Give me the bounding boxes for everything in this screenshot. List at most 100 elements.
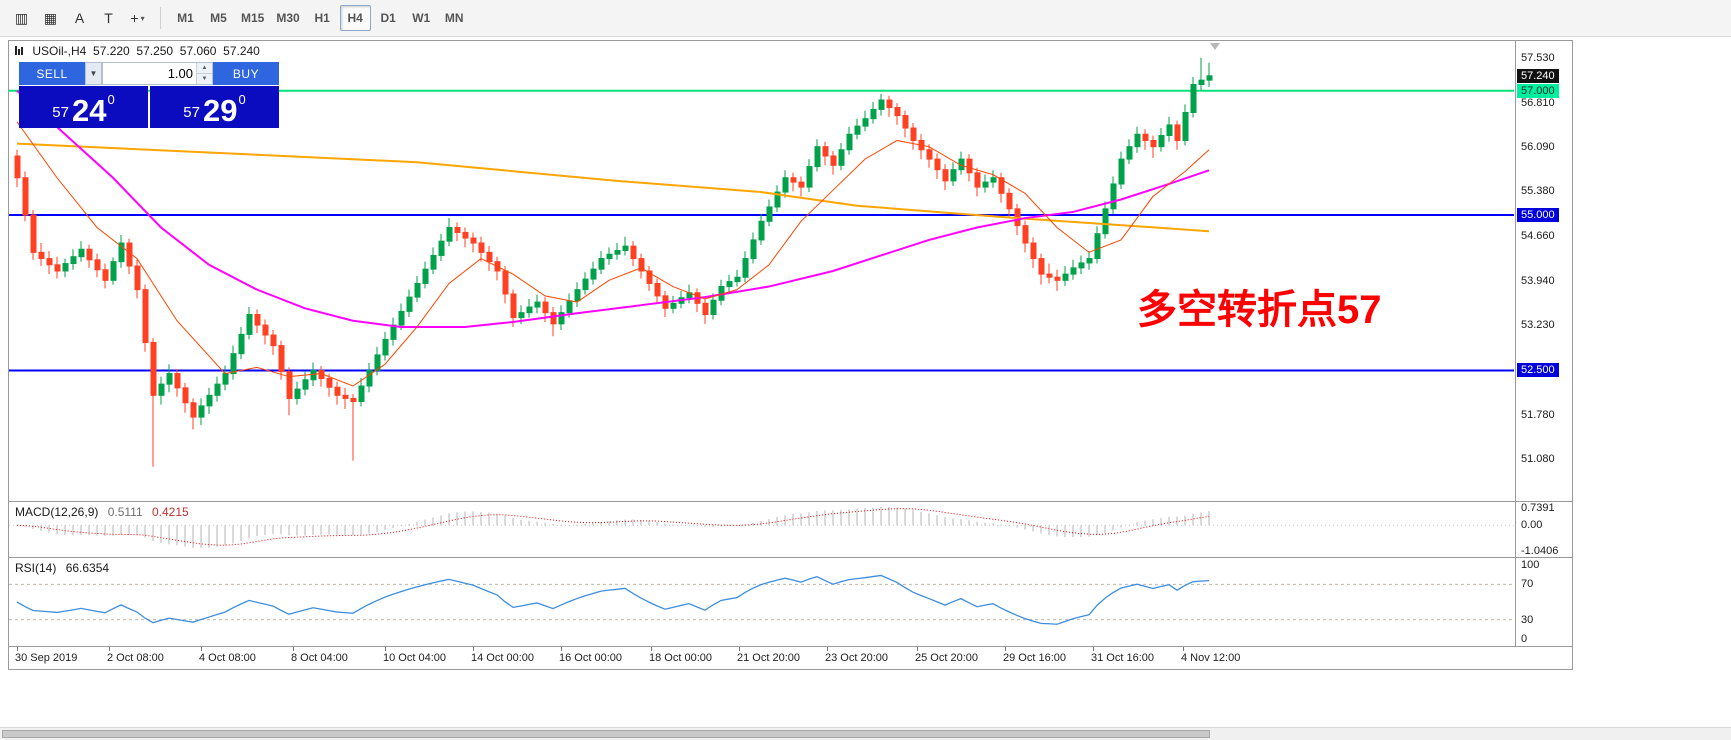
chart-type-icon[interactable]: ▥ [14, 9, 29, 26]
macd-tick: 0.7391 [1521, 502, 1555, 514]
text-label-icon[interactable]: A [74, 10, 85, 26]
ohlc-close: 57.240 [223, 44, 260, 58]
macd-plot[interactable] [9, 502, 1514, 557]
toolbar-separator [160, 7, 161, 29]
price-tick: 53.230 [1521, 319, 1555, 332]
time-label: 8 Oct 04:00 [291, 652, 348, 664]
price-tick: 55.380 [1521, 185, 1555, 198]
ohlc-header: USOil-,H4 57.220 57.250 57.060 57.240 [15, 44, 260, 58]
macd-axis[interactable]: 0.7391 0.00 -1.0406 [1515, 502, 1572, 557]
volume-input[interactable] [103, 63, 196, 84]
macd-value-signal: 0.4215 [151, 505, 189, 519]
rsi-tick: 0 [1521, 633, 1528, 645]
ask-quote: 57 29 0 [150, 86, 279, 128]
macd-chart [9, 506, 1514, 549]
price-tick: 56.810 [1521, 96, 1555, 109]
volume-up-icon[interactable]: ▲ [197, 63, 212, 74]
bid-sup: 0 [107, 92, 115, 107]
volume-field-wrap: ▲ ▼ [102, 62, 213, 85]
rsi-tick: 30 [1521, 613, 1534, 626]
chart-annotation: 多空转折点57 [1137, 288, 1382, 332]
scrollbar-thumb[interactable] [2, 730, 1210, 738]
buy-button[interactable]: BUY [213, 62, 279, 85]
time-tick-mark [17, 647, 18, 651]
rsi-value: 66.6354 [65, 561, 110, 575]
price-tick: 57.530 [1521, 51, 1555, 64]
ohlc-low: 57.060 [179, 44, 217, 58]
bid-big: 24 [71, 92, 107, 128]
volume-dropdown-icon[interactable]: ▼ [85, 62, 102, 85]
price-tag-55.000: 55.000 [1517, 208, 1559, 223]
macd-value-main: 0.5111 [107, 505, 143, 519]
time-tick-mark [1093, 647, 1094, 651]
time-label: 10 Oct 04:00 [383, 652, 446, 664]
indicators-icon[interactable]: ▦ [43, 9, 58, 26]
price-plot[interactable] [9, 41, 1514, 501]
rsi-chart [9, 574, 1514, 625]
chart-shift-marker-icon[interactable] [1210, 43, 1220, 50]
timeframe-d1[interactable]: D1 [380, 11, 396, 25]
time-label: 30 Sep 2019 [15, 652, 78, 664]
rsi-axis[interactable]: 100 70 30 0 [1515, 558, 1572, 646]
timeframe-group: M1 M5 M15 M30 H1 H4 D1 W1 MN [170, 5, 470, 31]
time-tick-mark [739, 647, 740, 651]
time-tick-mark [473, 647, 474, 651]
price-tag-57.240: 57.240 [1517, 68, 1559, 83]
price-axis[interactable]: 57.530 56.810 56.090 55.380 54.660 53.940 53.2… [1515, 41, 1572, 501]
time-label: 2 Oct 08:00 [107, 652, 164, 664]
time-tick-mark [827, 647, 828, 651]
time-tick-mark [201, 647, 202, 651]
time-tick-mark [917, 647, 918, 651]
timeframe-m5[interactable]: M5 [210, 11, 227, 25]
toolbar-icon-group: ▥ ▦ A T + ▾ [8, 5, 151, 31]
price-tick: 51.780 [1521, 409, 1555, 422]
rsi-tick: 70 [1521, 578, 1534, 591]
rsi-label: RSI(14) 66.6354 [15, 561, 109, 575]
volume-stepper: ▲ ▼ [196, 63, 212, 84]
timeframe-h4[interactable]: H4 [339, 5, 371, 31]
price-tag-52.500: 52.500 [1517, 363, 1559, 378]
macd-name: MACD(12,26,9) [15, 505, 99, 519]
time-axis[interactable]: 30 Sep 2019 2 Oct 08:00 4 Oct 08:00 8 Oct 0… [9, 647, 1572, 668]
ask-sup: 0 [238, 92, 246, 107]
timeframe-m15[interactable]: M15 [241, 11, 265, 25]
timeframe-w1[interactable]: W1 [412, 11, 431, 25]
volume-down-icon[interactable]: ▼ [197, 74, 212, 84]
ask-prefix: 57 [183, 104, 200, 121]
sell-button[interactable]: SELL [19, 62, 85, 85]
symbol-name: USOil-,H4 [32, 44, 87, 58]
time-tick-mark [293, 647, 294, 651]
time-label: 16 Oct 00:00 [559, 652, 622, 664]
time-label: 29 Oct 16:00 [1003, 652, 1066, 664]
timeframe-mn[interactable]: MN [444, 11, 464, 25]
macd-label: MACD(12,26,9) 0.5111 0.4215 [15, 505, 189, 519]
top-toolbar: ▥ ▦ A T + ▾ M1 M5 M15 M30 H1 H4 D1 W1 MN [0, 0, 1731, 37]
time-tick-mark [109, 647, 110, 651]
time-label: 21 Oct 20:00 [737, 652, 800, 664]
timeframe-m30[interactable]: M30 [276, 11, 300, 25]
time-tick-mark [385, 647, 386, 651]
one-click-trade-panel: SELL ▼ ▲ ▼ BUY 57 24 0 57 [19, 62, 279, 128]
rsi-tick: 100 [1521, 559, 1540, 571]
time-label: 4 Nov 12:00 [1181, 652, 1241, 664]
time-label: 31 Oct 16:00 [1091, 652, 1154, 664]
rsi-plot[interactable] [9, 558, 1514, 646]
price-tick: 54.660 [1521, 230, 1555, 243]
main-chart-panel: USOil-,H4 57.220 57.250 57.060 57.240 SE… [9, 41, 1572, 502]
bid-prefix: 57 [52, 104, 69, 121]
crosshair-icon[interactable]: + ▾ [130, 10, 145, 26]
symbol-icon [15, 46, 24, 55]
ask-big: 29 [202, 92, 238, 128]
macd-tick: -1.0406 [1521, 545, 1559, 557]
objects-icon[interactable]: T [104, 10, 113, 26]
time-tick-mark [651, 647, 652, 651]
horizontal-scrollbar[interactable] [0, 727, 1731, 740]
time-tick-mark [1183, 647, 1184, 651]
candlestick-chart [9, 57, 1514, 467]
price-tick: 51.080 [1521, 452, 1555, 465]
timeframe-h1[interactable]: H1 [314, 11, 330, 25]
macd-tick: 0.00 [1521, 519, 1543, 532]
chart-window: USOil-,H4 57.220 57.250 57.060 57.240 SE… [8, 40, 1573, 670]
time-label: 4 Oct 08:00 [199, 652, 256, 664]
timeframe-m1[interactable]: M1 [177, 11, 194, 25]
